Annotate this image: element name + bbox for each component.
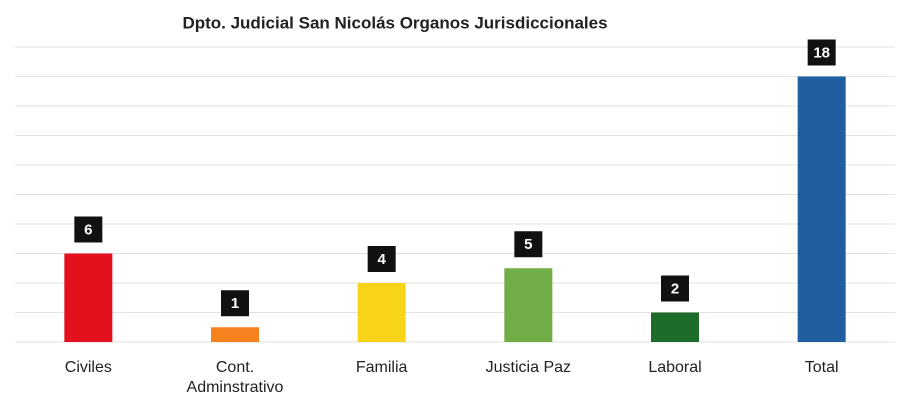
x-tick-label: Justicia Paz (485, 359, 572, 376)
x-tick-label: Laboral (648, 359, 702, 376)
x-tick-label: Familia (355, 359, 408, 376)
value-label-box (661, 275, 689, 302)
x-tick-label: Civiles (64, 359, 112, 376)
bar (797, 76, 846, 342)
value-label: 5 (524, 236, 532, 253)
bar (64, 253, 113, 342)
value-label: 18 (813, 44, 830, 61)
value-label-box (514, 231, 543, 258)
value-label-box (367, 246, 396, 272)
bar (211, 327, 259, 342)
value-label-box (221, 290, 249, 317)
value-label: 1 (231, 295, 239, 312)
bar (504, 268, 553, 342)
bar (651, 312, 699, 342)
value-label-box (807, 39, 836, 66)
value-label-box (74, 216, 103, 243)
x-tick-label: Total (804, 359, 839, 376)
value-label: 4 (377, 251, 386, 268)
value-label: 2 (671, 280, 679, 297)
bar (357, 283, 406, 342)
value-label: 6 (84, 221, 92, 238)
x-tick-label: Cont. Adminstrativo (186, 359, 284, 396)
chart-title: Dpto. Judicial San Nicolás Organos Juris… (182, 13, 607, 32)
